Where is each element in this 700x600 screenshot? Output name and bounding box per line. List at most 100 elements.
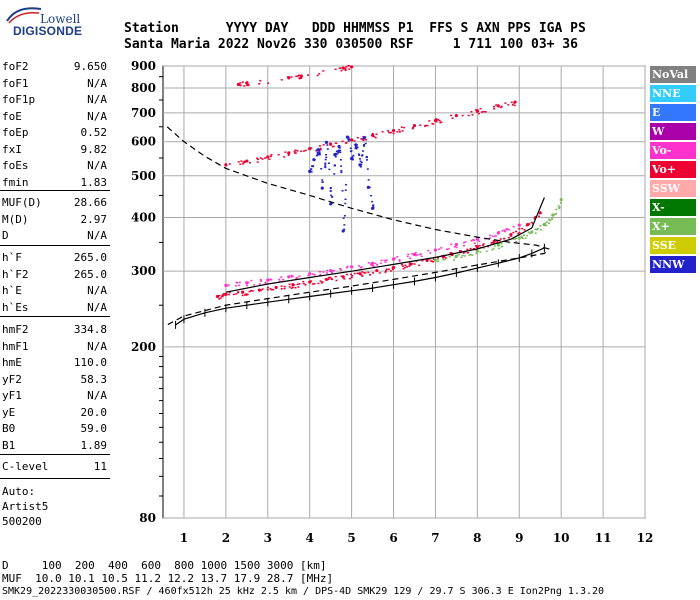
echo-mark: [389, 131, 392, 134]
echo-mark: [261, 288, 264, 290]
echo-mark: [461, 114, 464, 117]
echo-mark: [334, 275, 337, 278]
echo-mark: [283, 285, 286, 288]
data-point: [412, 124, 417, 128]
x-tick-label: 4: [306, 531, 314, 545]
echo-mark: [298, 283, 301, 285]
echo-mark: [437, 260, 440, 262]
echo-mark: [387, 130, 390, 132]
echo-mark: [438, 119, 441, 122]
echo-mark: [294, 149, 297, 151]
autoscale-info: Auto:: [2, 485, 36, 498]
data-point: [433, 248, 438, 252]
echo-mark: [319, 147, 322, 150]
echo-mark: [313, 274, 316, 276]
echo-mark: [463, 255, 466, 257]
echo-mark: [247, 84, 250, 87]
echo-mark: [238, 281, 241, 284]
legend-item-w: W: [650, 123, 696, 140]
data-point: [454, 242, 458, 247]
echo-mark: [552, 213, 555, 216]
echo-mark: [551, 217, 554, 220]
echo-mark: [500, 242, 503, 245]
echo-mark: [351, 274, 354, 277]
echo-mark: [343, 215, 346, 217]
echo-mark: [293, 152, 296, 154]
echo-mark: [435, 120, 438, 123]
echo-mark: [411, 127, 414, 130]
echo-mark: [360, 274, 363, 276]
echo-mark: [401, 265, 404, 267]
echo-mark: [328, 168, 331, 171]
echo-mark: [383, 259, 386, 262]
echo-mark: [331, 196, 334, 198]
echo-mark: [442, 256, 445, 259]
echo-mark: [407, 253, 410, 256]
data-point: [517, 223, 521, 227]
param-row-fmin: fmin 1.83: [2, 176, 107, 192]
param-row-he: h`E N/A: [2, 284, 107, 300]
echo-mark: [319, 280, 322, 282]
echo-mark: [510, 101, 513, 104]
echo-mark: [365, 159, 368, 161]
echo-mark: [312, 165, 315, 168]
chart-marks: [215, 65, 563, 300]
echo-mark: [398, 259, 401, 261]
data-point: [513, 100, 517, 104]
echo-mark: [318, 150, 321, 152]
echo-mark: [243, 294, 246, 296]
echo-mark: [477, 112, 480, 115]
echo-mark: [507, 104, 510, 106]
echo-mark: [348, 65, 351, 67]
echo-mark: [474, 245, 477, 247]
echo-mark: [258, 83, 261, 85]
echo-mark: [324, 162, 327, 165]
data-point: [224, 163, 228, 167]
echo-mark: [319, 274, 322, 276]
echo-mark: [335, 150, 338, 153]
echo-mark: [413, 263, 416, 265]
echo-mark: [345, 266, 348, 269]
echo-mark: [475, 252, 478, 255]
echo-mark: [554, 213, 557, 215]
echo-mark: [537, 215, 540, 218]
param-label: h`F: [2, 251, 22, 264]
echo-mark: [455, 246, 458, 249]
echo-mark: [340, 165, 343, 167]
param-value: N/A: [87, 389, 107, 402]
param-value: N/A: [87, 339, 107, 353]
param-row-fof1: foF1 N/A: [2, 77, 107, 93]
echo-mark: [361, 154, 364, 156]
legend-item-x: X-: [650, 199, 696, 216]
echo-mark: [359, 158, 362, 160]
echo-mark: [503, 229, 506, 231]
param-row-ye: yE 20.0: [2, 406, 107, 422]
echo-mark: [467, 114, 470, 117]
echo-mark: [218, 298, 221, 300]
echo-mark: [484, 110, 487, 113]
echo-mark: [450, 252, 453, 254]
echo-mark: [378, 272, 381, 274]
param-label: C-level: [2, 460, 49, 473]
echo-mark: [304, 284, 307, 286]
echo-mark: [560, 202, 563, 204]
echo-mark: [432, 261, 435, 263]
param-row-foe: foE N/A: [2, 110, 107, 126]
data-point: [454, 114, 458, 118]
echo-mark: [227, 284, 230, 286]
echo-mark: [548, 222, 551, 225]
echo-mark: [492, 105, 495, 108]
echo-mark: [250, 289, 253, 292]
echo-mark: [264, 281, 267, 284]
echo-mark: [359, 160, 362, 163]
echo-mark: [280, 79, 283, 81]
echo-mark: [420, 255, 423, 258]
data-point: [329, 142, 333, 146]
echo-mark: [385, 259, 388, 261]
echo-mark: [327, 162, 330, 165]
data-point: [287, 151, 291, 155]
echo-mark: [545, 221, 548, 223]
data-point: [312, 158, 316, 162]
header-values: Santa Maria 2022 Nov26 330 030500 RSF 1 …: [124, 37, 578, 52]
param-label: h`F2: [2, 267, 29, 281]
